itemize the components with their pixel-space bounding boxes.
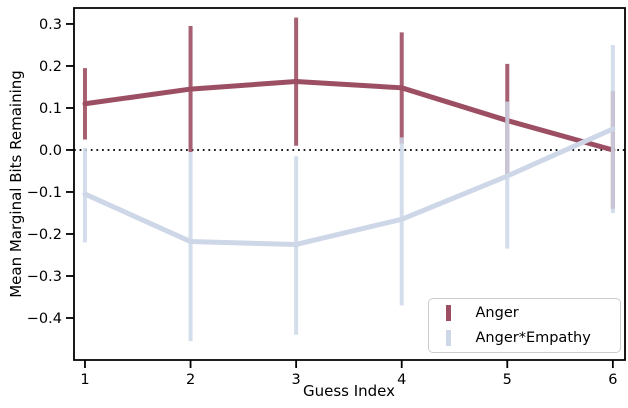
y-tick-label: 0.0 — [39, 143, 62, 159]
series-line-anger-empathy — [82, 126, 616, 247]
x-tick-label: 2 — [186, 372, 195, 388]
legend-item-anger: Anger — [446, 302, 620, 324]
y-tick-label: 0.3 — [39, 17, 62, 33]
y-tick-label: 0.1 — [39, 101, 62, 117]
x-tick-label: 6 — [608, 372, 617, 388]
y-tick-label: 0.2 — [39, 59, 62, 75]
x-tick-label: 1 — [80, 372, 89, 388]
anger-errorbar-marker-icon — [446, 305, 451, 321]
legend-label-anger-empathy: Anger*Empathy — [475, 329, 591, 346]
legend-label-anger: Anger — [475, 304, 519, 321]
x-tick-label: 4 — [397, 372, 406, 388]
y-tick-label: −0.1 — [27, 185, 62, 201]
y-tick-label: −0.4 — [27, 311, 62, 327]
legend: Anger Anger*Empathy — [428, 298, 621, 353]
x-axis-label: Guess Index — [302, 382, 396, 400]
anger-empathy-errorbar-marker-icon — [446, 330, 451, 346]
y-tick-label: −0.3 — [27, 269, 62, 285]
legend-item-anger-empathy: Anger*Empathy — [446, 327, 620, 349]
x-tick-label: 5 — [503, 372, 512, 388]
x-tick-label: 3 — [292, 372, 301, 388]
y-axis-label: Mean Marginal Bits Remaining — [7, 70, 25, 298]
series-line-anger — [82, 79, 616, 153]
plot-border — [73, 7, 626, 361]
y-tick-label: −0.2 — [27, 227, 62, 243]
